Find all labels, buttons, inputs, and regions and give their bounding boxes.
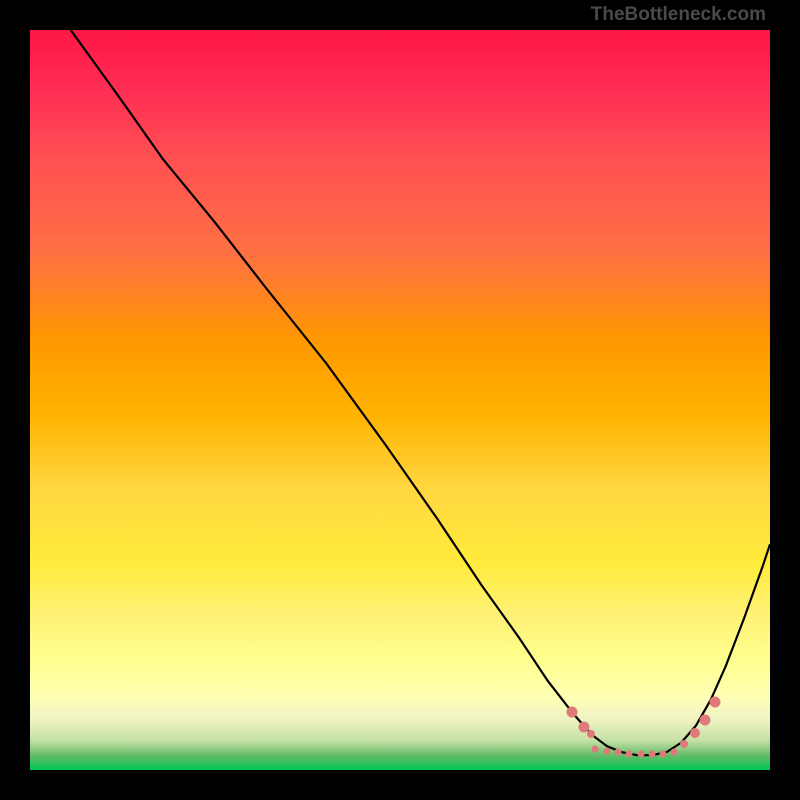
data-marker xyxy=(699,714,710,725)
data-marker xyxy=(587,730,595,738)
data-marker xyxy=(566,707,577,718)
data-marker xyxy=(592,746,599,753)
data-marker xyxy=(648,751,655,758)
data-marker xyxy=(604,747,611,754)
data-marker xyxy=(670,749,677,756)
data-marker xyxy=(659,750,666,757)
marker-layer xyxy=(30,30,770,770)
watermark-text: TheBottleneck.com xyxy=(591,4,766,26)
data-marker xyxy=(626,750,633,757)
chart-plot-area xyxy=(30,30,770,770)
data-marker xyxy=(680,740,688,748)
data-marker xyxy=(615,749,622,756)
data-marker xyxy=(637,751,644,758)
data-marker xyxy=(710,696,721,707)
data-marker xyxy=(690,728,700,738)
